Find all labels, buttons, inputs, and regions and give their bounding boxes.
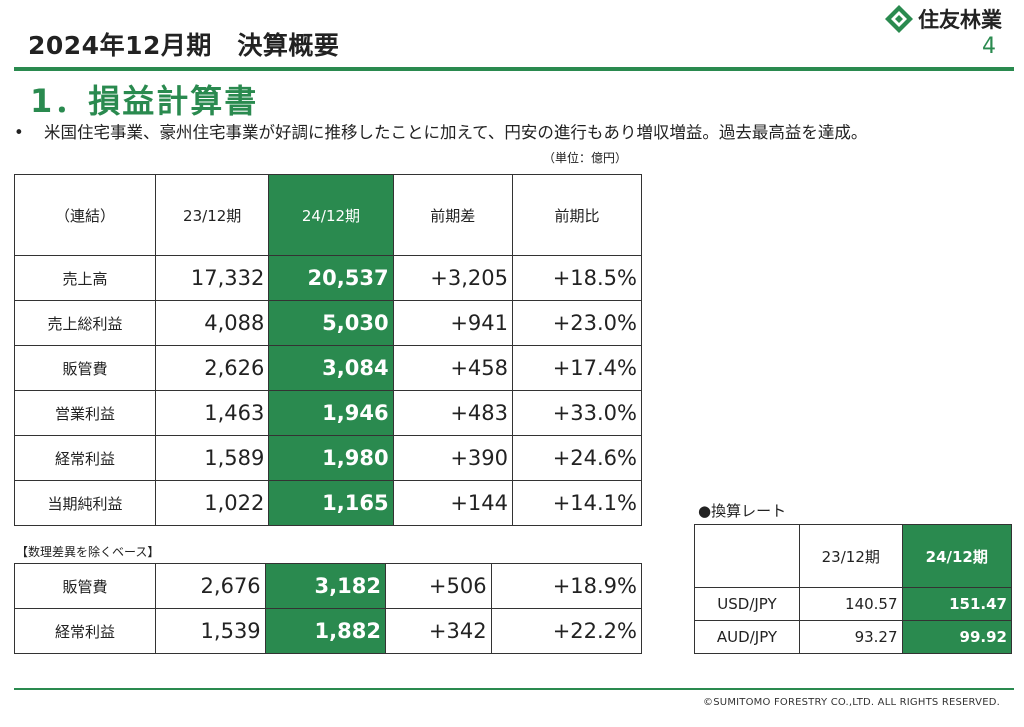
prev-value: 1,022 — [154, 480, 270, 526]
diff-value: +458 — [392, 345, 514, 391]
footer-divider — [14, 688, 1014, 690]
row-label: 販管費 — [14, 345, 156, 391]
company-logo: 住友林業 — [884, 4, 1002, 34]
table-row: AUD/JPY 93.27 99.92 — [694, 620, 1013, 654]
curr-value: 1,882 — [264, 608, 386, 654]
row-label: 販管費 — [14, 563, 156, 609]
diff-value: +941 — [392, 300, 514, 346]
table-row: 販管費 2,626 3,084 +458 +17.4% — [14, 345, 642, 391]
unit-note: （単位：億円） — [543, 151, 628, 165]
prev-value: 1,539 — [155, 608, 266, 654]
table-row: 販管費 2,676 3,182 +506 +18.9% — [14, 563, 643, 609]
curr-rate: 99.92 — [901, 620, 1013, 654]
header-divider — [14, 67, 1014, 71]
prev-rate: 93.27 — [799, 620, 903, 654]
prev-value: 4,088 — [154, 300, 270, 346]
ratio-value: +24.6% — [512, 435, 642, 481]
document-title: 2024年12月期 決算概要 — [28, 31, 340, 60]
ratio-value: +22.2% — [490, 608, 643, 654]
bullet-marker: • — [14, 123, 24, 142]
diff-value: +342 — [384, 608, 492, 654]
page-number: 4 — [982, 34, 996, 59]
prev-value: 1,463 — [154, 390, 270, 436]
curr-value: 5,030 — [268, 300, 394, 346]
currency-pair: USD/JPY — [694, 587, 800, 621]
prev-value: 1,589 — [154, 435, 270, 481]
header-curr-period: 24/12期 — [901, 524, 1013, 588]
header-prev-period: 23/12期 — [799, 524, 903, 588]
diff-value: +506 — [384, 563, 492, 609]
diff-value: +144 — [392, 480, 514, 526]
ratio-value: +18.9% — [490, 563, 643, 609]
curr-value: 3,182 — [264, 563, 386, 609]
ratio-value: +14.1% — [512, 480, 642, 526]
company-name: 住友林業 — [918, 8, 1002, 32]
table-row: USD/JPY 140.57 151.47 — [694, 587, 1013, 621]
table-header-row: （連結） 23/12期 24/12期 前期差 前期比 — [14, 174, 642, 256]
row-label: 売上高 — [14, 255, 156, 301]
row-label: 経常利益 — [14, 435, 156, 481]
ratio-value: +17.4% — [512, 345, 642, 391]
curr-value: 1,165 — [268, 480, 394, 526]
ratio-value: +33.0% — [512, 390, 642, 436]
summary-bullet: • 米国住宅事業、豪州住宅事業が好調に推移したことに加えて、円安の進行もあり増収増… — [14, 119, 867, 143]
header-diff: 前期差 — [392, 174, 514, 256]
curr-value: 20,537 — [268, 255, 394, 301]
adjusted-table: 販管費 2,676 3,182 +506 +18.9% 経常利益 1,539 1… — [14, 563, 643, 654]
table-row: 売上高 17,332 20,537 +3,205 +18.5% — [14, 255, 642, 301]
fx-rate-title: ●換算レート — [698, 502, 787, 520]
prev-value: 2,626 — [154, 345, 270, 391]
curr-value: 1,980 — [268, 435, 394, 481]
income-statement-table: （連結） 23/12期 24/12期 前期差 前期比 売上高 17,332 20… — [14, 174, 642, 526]
section-title: 1．損益計算書 — [30, 82, 259, 120]
prev-rate: 140.57 — [799, 587, 903, 621]
table-row: 当期純利益 1,022 1,165 +144 +14.1% — [14, 480, 642, 526]
row-label: 売上総利益 — [14, 300, 156, 346]
prev-value: 17,332 — [154, 255, 270, 301]
table-row: 売上総利益 4,088 5,030 +941 +23.0% — [14, 300, 642, 346]
currency-pair: AUD/JPY — [694, 620, 800, 654]
row-label: 経常利益 — [14, 608, 156, 654]
curr-value: 1,946 — [268, 390, 394, 436]
header-blank — [694, 524, 800, 588]
prev-value: 2,676 — [155, 563, 266, 609]
table-row: 営業利益 1,463 1,946 +483 +33.0% — [14, 390, 642, 436]
header-prev-period: 23/12期 — [154, 174, 270, 256]
diff-value: +483 — [392, 390, 514, 436]
table-row: 経常利益 1,539 1,882 +342 +22.2% — [14, 608, 643, 654]
curr-rate: 151.47 — [901, 587, 1013, 621]
curr-value: 3,084 — [268, 345, 394, 391]
header-ratio: 前期比 — [512, 174, 642, 256]
ratio-value: +23.0% — [512, 300, 642, 346]
table-row: 経常利益 1,589 1,980 +390 +24.6% — [14, 435, 642, 481]
row-label: 当期純利益 — [14, 480, 156, 526]
summary-text: 米国住宅事業、豪州住宅事業が好調に推移したことに加えて、円安の進行もあり増収増益… — [44, 123, 868, 142]
diff-value: +390 — [392, 435, 514, 481]
fx-rate-table: 23/12期 24/12期 USD/JPY 140.57 151.47 AUD/… — [694, 524, 1013, 654]
header-consolidated: （連結） — [14, 174, 156, 256]
ratio-value: +18.5% — [512, 255, 642, 301]
row-label: 営業利益 — [14, 390, 156, 436]
diamond-crest-icon — [885, 5, 913, 33]
copyright-notice: ©SUMITOMO FORESTRY CO.,LTD. ALL RIGHTS R… — [703, 697, 1000, 708]
adjusted-basis-note: 【数理差異を除くベース】 — [16, 545, 160, 559]
header-curr-period: 24/12期 — [268, 174, 394, 256]
table-header-row: 23/12期 24/12期 — [694, 524, 1013, 588]
diff-value: +3,205 — [392, 255, 514, 301]
